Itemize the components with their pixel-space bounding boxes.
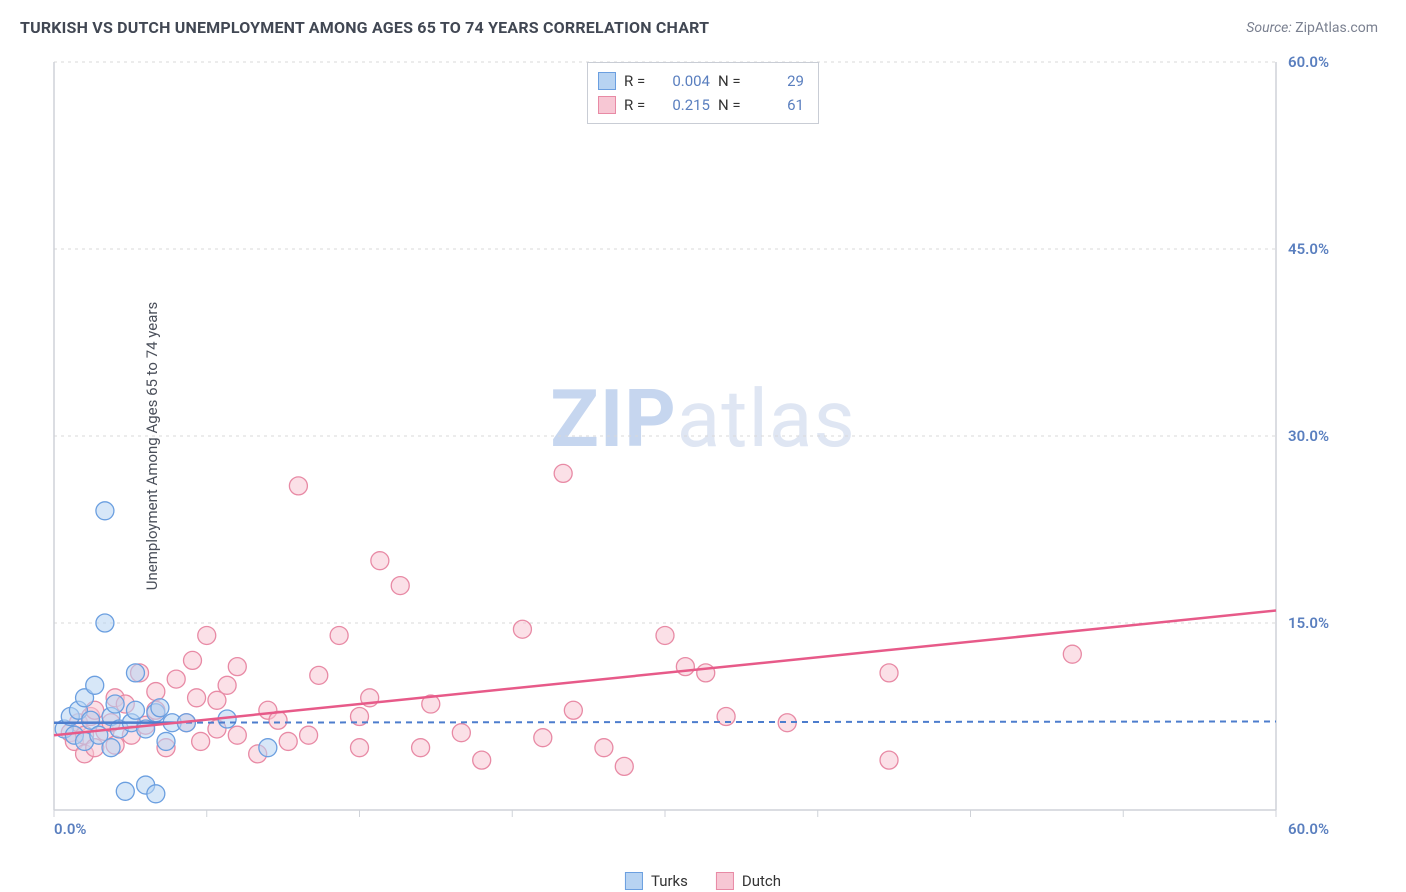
correlation-legend: R = 0.004 N = 29 R = 0.215 N = 61 <box>587 62 819 124</box>
svg-text:60.0%: 60.0% <box>1288 820 1329 838</box>
swatch-dutch <box>716 872 734 890</box>
series-legend: Turks Dutch <box>625 872 781 890</box>
r-value-turks: 0.004 <box>658 69 710 93</box>
swatch-turks <box>625 872 643 890</box>
legend-row-turks: R = 0.004 N = 29 <box>598 69 804 93</box>
chart-title: TURKISH VS DUTCH UNEMPLOYMENT AMONG AGES… <box>20 18 709 37</box>
svg-text:15.0%: 15.0% <box>1288 614 1329 632</box>
r-label: R = <box>624 69 650 93</box>
plot-area: 15.0% 30.0% 45.0% 60.0% 0.0% 60.0% <box>48 56 1348 846</box>
scatter-chart: 15.0% 30.0% 45.0% 60.0% 0.0% 60.0% <box>48 56 1348 846</box>
source-attribution: Source: ZipAtlas.com <box>1246 20 1378 36</box>
svg-text:0.0%: 0.0% <box>54 820 86 838</box>
r-value-dutch: 0.215 <box>658 93 710 117</box>
legend-row-dutch: R = 0.215 N = 61 <box>598 93 804 117</box>
swatch-turks <box>598 72 616 90</box>
n-value-dutch: 61 <box>752 93 804 117</box>
legend-label-dutch: Dutch <box>742 872 781 890</box>
legend-item-dutch: Dutch <box>716 872 781 890</box>
svg-text:30.0%: 30.0% <box>1288 427 1329 445</box>
n-value-turks: 29 <box>752 69 804 93</box>
legend-label-turks: Turks <box>651 872 688 890</box>
n-label: N = <box>718 69 744 93</box>
source-label: Source: <box>1246 20 1291 36</box>
legend-item-turks: Turks <box>625 872 688 890</box>
swatch-dutch <box>598 96 616 114</box>
svg-text:45.0%: 45.0% <box>1288 240 1329 258</box>
n-label: N = <box>718 93 744 117</box>
r-label: R = <box>624 93 650 117</box>
svg-text:60.0%: 60.0% <box>1288 56 1329 71</box>
source-value: ZipAtlas.com <box>1295 20 1378 36</box>
